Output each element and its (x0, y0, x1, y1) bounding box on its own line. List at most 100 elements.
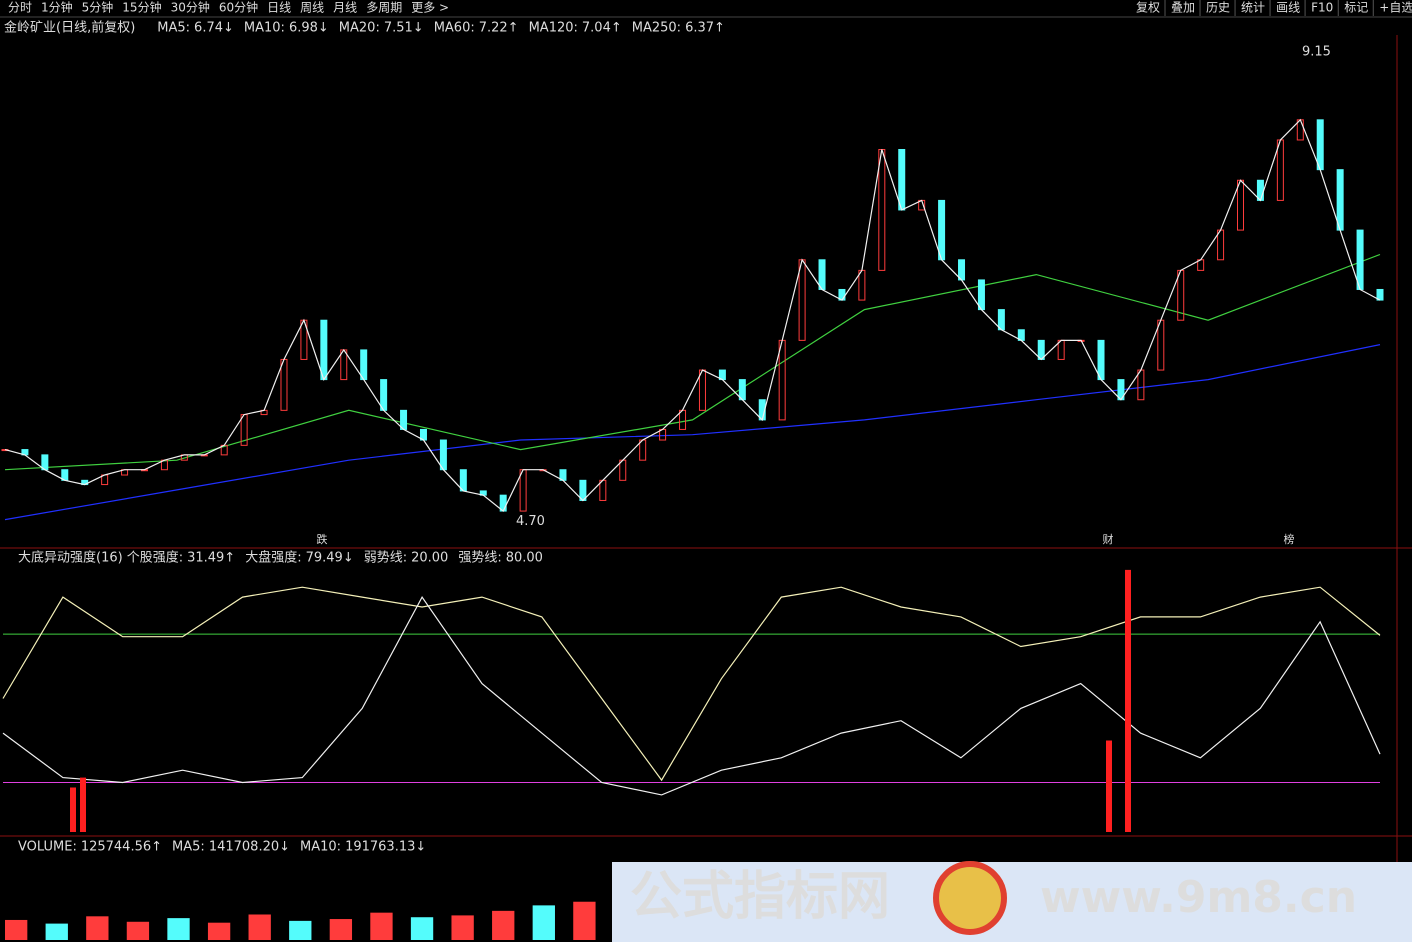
signal-bar (1125, 569, 1131, 832)
volume-bar (532, 905, 555, 940)
legend-label: MA20: (339, 21, 380, 36)
volume-bar (410, 917, 434, 940)
legend-label: MA250: (632, 21, 681, 36)
candle (977, 279, 985, 311)
toolbar-tab[interactable]: 多周期 (366, 1, 402, 15)
legend-label: 弱势线: (364, 550, 407, 566)
toolbar-button[interactable]: 画线 (1276, 1, 1300, 15)
candle (579, 479, 587, 501)
toolbar-button[interactable]: 复权 (1136, 1, 1160, 15)
stock-title: 金岭矿业(日线,前复权) (4, 20, 135, 36)
event-marker: 榜 (1284, 532, 1295, 546)
candle (898, 149, 906, 211)
candle (997, 309, 1005, 331)
legend-value: 125744.56 (81, 840, 151, 855)
volume-bar (167, 918, 190, 940)
candle (360, 349, 368, 381)
toolbar-tab[interactable]: 60分钟 (219, 0, 258, 15)
legend-value: 31.49 (187, 551, 224, 566)
toolbar-button[interactable]: 历史 (1206, 1, 1230, 15)
legend-value: 79.49 (306, 551, 343, 566)
toolbar-button[interactable]: +自选 (1379, 1, 1412, 15)
indicator-title: 大底异动强度(16) (18, 550, 123, 566)
watermark-name: 公式指标网 (630, 867, 890, 927)
legend-label: MA10: (300, 840, 341, 855)
candle (818, 259, 826, 290)
legend-value: 7.04 (582, 21, 611, 36)
candle (1316, 119, 1324, 171)
legend-label: MA5: (172, 840, 205, 855)
legend-label: MA120: (529, 21, 578, 36)
toolbar-tab[interactable]: 15分钟 (122, 0, 161, 15)
toolbar-tab[interactable]: 月线 (333, 1, 357, 15)
legend-arrow: ↑ (224, 551, 235, 566)
signal-bar (1106, 740, 1112, 832)
toolbar-button[interactable]: 标记 (1344, 1, 1368, 15)
signal-bar (70, 787, 76, 832)
toolbar-tab[interactable]: 30分钟 (171, 0, 210, 15)
volume-bar (126, 921, 150, 940)
toolbar-tab[interactable]: 1分钟 (41, 0, 73, 15)
legend-arrow: ↑ (611, 21, 622, 36)
volume-bar (492, 910, 515, 940)
legend-arrow: ↑ (508, 21, 519, 36)
watermark-logo (933, 861, 1007, 935)
toolbar-button[interactable]: 叠加 (1171, 1, 1195, 15)
legend-arrow: ↓ (223, 21, 234, 36)
legend-value: 6.98 (289, 21, 318, 36)
ma60-line (4, 253, 1381, 471)
low-label: 4.70 (516, 514, 545, 529)
legend-arrow: ↓ (415, 840, 426, 855)
legend-label: VOLUME: (18, 840, 77, 855)
toolbar-tab[interactable]: 5分钟 (82, 0, 114, 15)
close-line (4, 118, 1381, 513)
legend-arrow: ↓ (343, 551, 354, 566)
toolbar-tab[interactable]: 日线 (267, 1, 291, 15)
candle (1256, 179, 1264, 201)
candle (439, 439, 447, 471)
legend-value: 80.00 (506, 551, 543, 566)
candle (1097, 339, 1105, 381)
toolbar-tab[interactable]: 周线 (300, 1, 324, 15)
candle (320, 319, 328, 381)
legend-value: 6.74 (194, 21, 223, 36)
stock-strength-line (2, 595, 1381, 796)
volume-bar (573, 901, 596, 940)
legend-arrow: ↑ (714, 21, 725, 36)
legend-label: MA5: (157, 21, 190, 36)
candle (938, 199, 946, 261)
candle (1356, 229, 1364, 290)
toolbar-tab[interactable]: 更多 > (411, 1, 449, 15)
legend-value: 20.00 (411, 551, 448, 566)
legend-value: 191763.13 (345, 840, 415, 855)
legend-value: 7.22 (479, 21, 508, 36)
legend-arrow: ↑ (151, 840, 162, 855)
volume-bar (329, 919, 353, 940)
legend-value: 141708.20 (209, 840, 279, 855)
volume-bar (289, 920, 312, 940)
high-label: 9.15 (1302, 44, 1331, 59)
candle (1336, 169, 1344, 231)
watermark-url: www.9m8.cn (1040, 872, 1357, 923)
event-marker: 财 (1103, 532, 1114, 546)
volume-bar (451, 915, 474, 940)
signal-bar (80, 777, 86, 832)
toolbar-button[interactable]: F10 (1311, 1, 1333, 15)
market-strength-line (2, 586, 1381, 782)
candle (738, 379, 746, 401)
event-marker: 跌 (317, 532, 328, 546)
ma250-line (4, 344, 1381, 521)
volume-bar (370, 912, 393, 940)
toolbar-button[interactable]: 统计 (1241, 1, 1265, 15)
legend-arrow: ↓ (318, 21, 329, 36)
candle (459, 469, 467, 492)
legend-arrow: ↓ (279, 840, 290, 855)
legend-label: 个股强度: (127, 550, 183, 566)
legend-label: MA60: (434, 21, 475, 36)
volume-bar (248, 914, 271, 940)
legend-label: MA10: (244, 21, 285, 36)
volume-bar (45, 923, 68, 940)
legend-value: 7.51 (384, 21, 413, 36)
toolbar-tab[interactable]: 分时 (8, 1, 32, 15)
